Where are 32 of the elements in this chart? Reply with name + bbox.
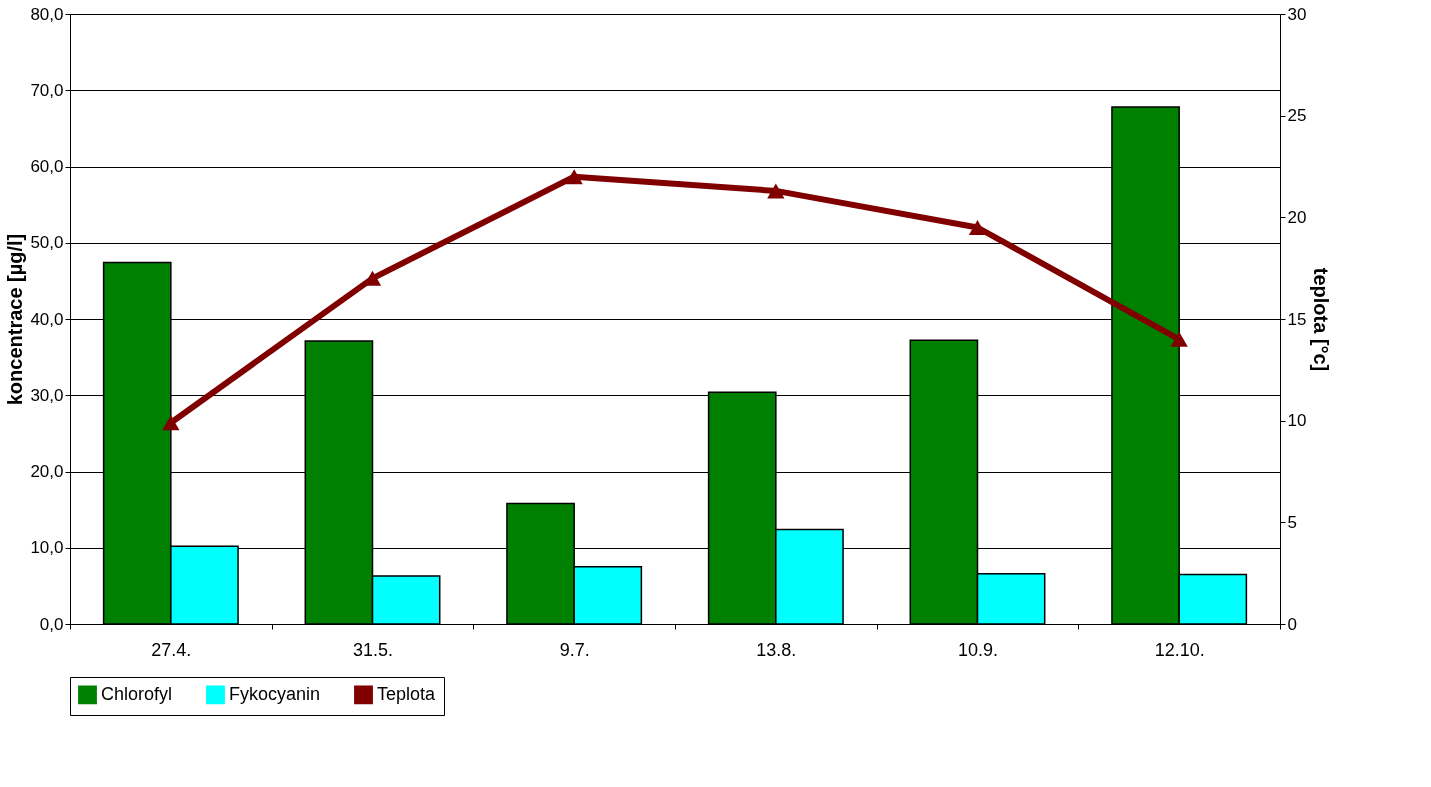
y-tick-label: 0,0 [39, 614, 64, 634]
y2-tick-label: 25 [1287, 106, 1307, 126]
point [968, 220, 987, 235]
y2-tick-label: 5 [1287, 512, 1297, 532]
y-axis-title: koncentrace [µg/l] [4, 233, 27, 406]
legend-label: Chlorofyl [101, 683, 173, 704]
point [767, 183, 785, 199]
y-tick-label: 40,0 [30, 309, 64, 329]
point [162, 415, 180, 431]
x-tick-label: 10.9. [957, 639, 999, 660]
y-tick-label: 10,0 [30, 538, 64, 558]
x-tick-label: 31.5. [352, 639, 394, 660]
y-tick-label: 70,0 [30, 80, 64, 100]
x-tick-label: 9.7. [559, 639, 590, 660]
x-tick-label: 13.8. [756, 639, 797, 660]
point [1170, 331, 1188, 347]
x-tick-label: 12.10. [1154, 639, 1205, 660]
y2-tick-label: 10 [1287, 411, 1307, 431]
y2-axis-title: teplota [°c] [1310, 267, 1333, 372]
legend-label: Teplota [377, 683, 437, 704]
y-tick-label: 30,0 [30, 385, 64, 405]
legend-label: Fykocyanin [229, 683, 321, 704]
x-tick-label: 27.4. [151, 639, 192, 660]
y2-tick-label: 20 [1287, 207, 1307, 227]
y-tick-label: 60,0 [30, 157, 64, 176]
y2-tick-label: 0 [1287, 614, 1297, 634]
y2-tick-label: 15 [1287, 309, 1307, 329]
point [565, 169, 583, 185]
y-tick-label: 80,0 [30, 4, 64, 24]
y2-tick-label: 30 [1287, 4, 1307, 24]
y-tick-label: 20,0 [30, 462, 64, 481]
y-tick-label: 50,0 [30, 233, 64, 253]
